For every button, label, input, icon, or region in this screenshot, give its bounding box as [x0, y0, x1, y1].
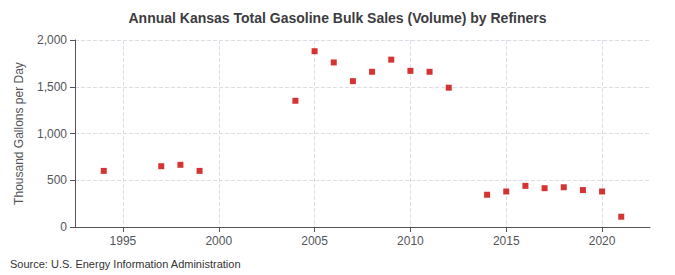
svg-text:1,500: 1,500: [37, 80, 67, 94]
svg-text:Thousand Gallons per Day: Thousand Gallons per Day: [12, 62, 26, 205]
svg-text:2000: 2000: [205, 234, 232, 248]
svg-text:1,000: 1,000: [37, 127, 67, 141]
svg-text:Source: U.S. Energy Informatio: Source: U.S. Energy Information Administ…: [10, 258, 241, 270]
svg-text:Annual Kansas Total Gasoline B: Annual Kansas Total Gasoline Bulk Sales …: [128, 10, 546, 26]
svg-text:2,000: 2,000: [37, 33, 67, 47]
svg-text:500: 500: [47, 173, 67, 187]
svg-text:2015: 2015: [493, 234, 520, 248]
svg-text:0: 0: [60, 220, 67, 234]
svg-text:2005: 2005: [301, 234, 328, 248]
svg-text:1995: 1995: [110, 234, 137, 248]
svg-text:2020: 2020: [589, 234, 616, 248]
svg-text:2010: 2010: [397, 234, 424, 248]
